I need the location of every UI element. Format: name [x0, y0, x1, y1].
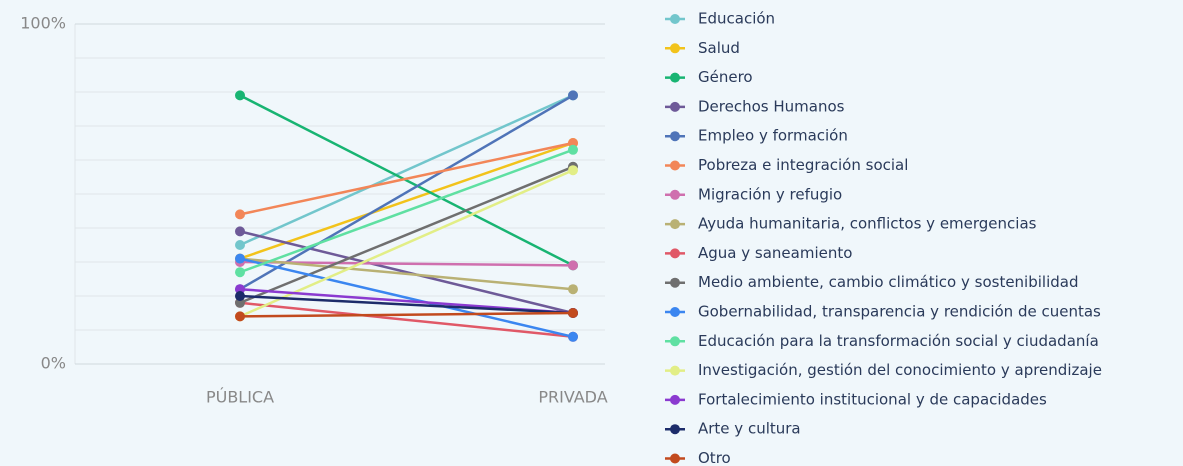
legend-label: Educación — [698, 10, 775, 28]
series-line — [239, 148, 574, 274]
legend-label: Derechos Humanos — [698, 97, 845, 115]
legend-swatch — [670, 189, 680, 200]
legend-label: Otro — [698, 449, 731, 466]
series-line — [239, 94, 574, 267]
legend-swatch — [670, 248, 680, 259]
series-line — [239, 301, 574, 339]
series-line — [239, 257, 574, 339]
x-tick-label: PÚBLICA — [206, 388, 274, 407]
series-line — [239, 141, 574, 260]
point — [568, 331, 578, 342]
series-line — [239, 94, 574, 291]
legend-swatch — [670, 14, 680, 24]
series-line — [239, 257, 574, 291]
series-line — [239, 141, 574, 216]
legend-label: Arte y cultura — [698, 420, 801, 438]
legend-swatch — [670, 453, 680, 464]
legend-swatch — [670, 307, 680, 317]
legend-label: Salud — [698, 39, 740, 57]
legend-label: Pobreza e integración social — [698, 156, 908, 174]
point — [235, 291, 245, 301]
legend-label: Agua y saneamiento — [698, 244, 852, 262]
y-tick-label: 0% — [41, 354, 66, 373]
point — [568, 90, 578, 101]
legend-swatch — [670, 424, 680, 435]
legend-label: Medio ambiente, cambio climático y soste… — [698, 273, 1079, 291]
legend-label: Género — [698, 68, 753, 86]
legend-label: Migración y refugio — [698, 185, 842, 203]
point — [235, 267, 245, 278]
legend-swatch — [670, 131, 680, 142]
legend-swatch — [670, 43, 680, 54]
legend-swatch — [670, 277, 680, 288]
legend-swatch — [670, 219, 680, 230]
legend-swatch — [670, 101, 680, 112]
legend-label: Fortalecimiento institucional y de capac… — [698, 390, 1047, 408]
point — [568, 165, 578, 176]
point — [235, 90, 245, 101]
point — [235, 226, 245, 237]
legend-swatch — [670, 160, 680, 171]
point — [235, 240, 245, 250]
point — [568, 308, 578, 318]
point — [235, 209, 245, 220]
legend-swatch — [670, 365, 680, 376]
y-tick-label: 100% — [20, 14, 66, 33]
point — [235, 311, 245, 322]
legend-label: Empleo y formación — [698, 127, 848, 145]
legend-label: Investigación, gestión del conocimiento … — [698, 361, 1102, 379]
legend-label: Gobernabilidad, transparencia y rendició… — [698, 303, 1101, 321]
series-line — [239, 94, 574, 247]
legend-swatch — [670, 336, 680, 347]
legend-label: Educación para la transformación social … — [698, 332, 1099, 350]
legend-swatch — [670, 394, 680, 405]
point — [235, 253, 245, 264]
point — [568, 144, 578, 155]
series-line — [239, 230, 574, 315]
series-line — [239, 294, 574, 315]
series-line — [239, 165, 574, 304]
point — [568, 284, 578, 295]
x-tick-label: PRIVADA — [538, 388, 607, 407]
legend-label: Ayuda humanitaria, conflictos y emergenc… — [698, 215, 1037, 233]
legend-swatch — [670, 72, 680, 83]
point — [568, 260, 578, 271]
series-line — [239, 311, 574, 318]
